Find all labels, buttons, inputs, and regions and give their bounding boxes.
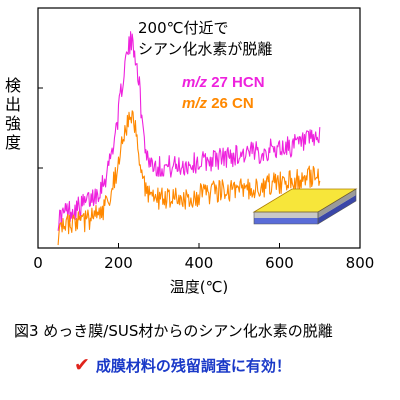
figure-caption: 図3 めっき膜/SUS材からのシアン化水素の脱離 — [14, 322, 333, 340]
annotation-line-1: 200℃付近で — [138, 19, 229, 37]
series-line-hcn — [57, 31, 321, 231]
series-line-cn — [57, 110, 321, 246]
series-lines — [57, 31, 321, 246]
y-axis-label-char: 度 — [4, 133, 21, 152]
legend-label-cn: 26 CN — [211, 95, 254, 112]
legend-mz: m/z — [182, 74, 208, 91]
x-tick-label: 400 — [185, 254, 214, 272]
highlight-note: ✔ 成膜材料の残留調査に有効！ — [74, 354, 291, 376]
x-tick-label: 200 — [104, 254, 133, 272]
x-tick-label: 0 — [33, 254, 43, 272]
annotation-line-2: シアン化水素が脱離 — [138, 40, 273, 58]
checkmark-icon: ✔ — [74, 354, 90, 376]
coated-sample-icon — [252, 188, 358, 225]
x-tick-label: 800 — [346, 254, 375, 272]
y-axis-label-char: 検 — [4, 76, 21, 95]
legend-label-hcn: 27 HCN — [211, 74, 265, 91]
legend-item-cn: m/z 26 CN — [182, 96, 254, 111]
axis-ticks — [37, 87, 361, 248]
x-tick-labels: 0 200 400 600 800 — [33, 254, 374, 272]
note-text: 成膜材料の残留調査に有効！ — [95, 357, 291, 375]
legend-mz: m/z — [182, 95, 208, 112]
legend-item-hcn: m/z 27 HCN — [182, 75, 265, 90]
x-tick-label: 600 — [265, 254, 294, 272]
y-axis-label-char: 出 — [4, 95, 21, 114]
x-axis-label: 温度(℃) — [170, 278, 229, 296]
y-axis-label-char: 強 — [4, 114, 21, 133]
